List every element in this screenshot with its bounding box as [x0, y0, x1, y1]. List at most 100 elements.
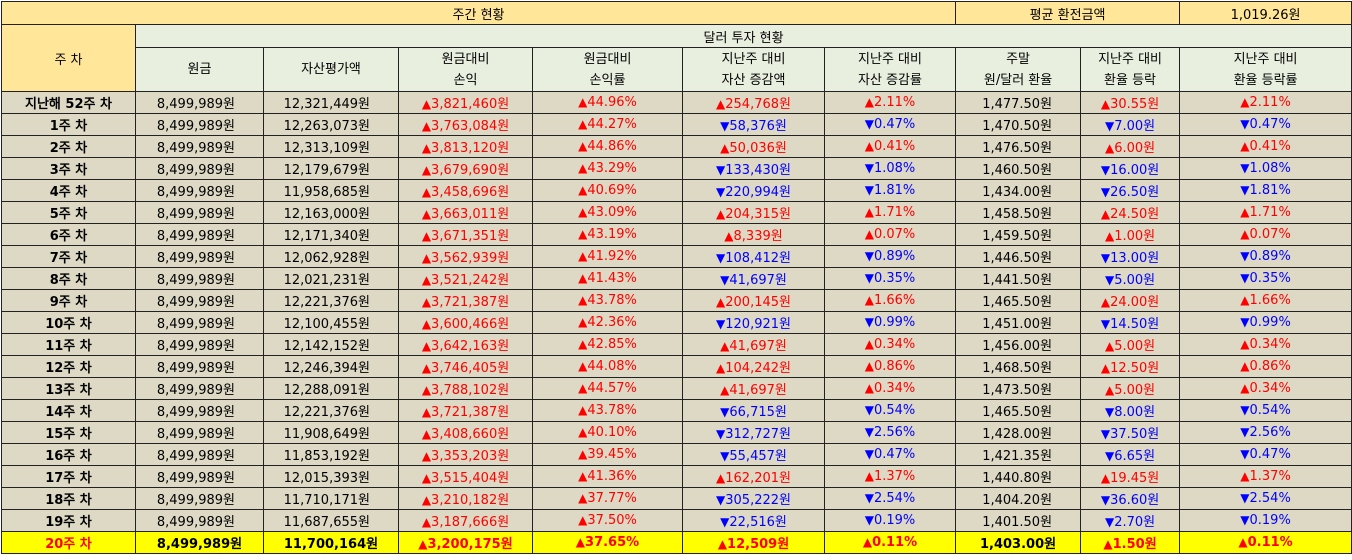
fx-change-cell[interactable]: ▼2.70원: [1080, 509, 1181, 532]
fx-change-rate-cell[interactable]: ▼0.35%: [1179, 267, 1352, 290]
asset-change-rate-cell[interactable]: ▲0.34%: [823, 333, 957, 356]
asset-change-cell[interactable]: ▼133,430원: [682, 157, 825, 180]
fx-change-cell[interactable]: ▲6.00원: [1080, 135, 1181, 158]
asset-change-cell[interactable]: ▲254,768원: [682, 91, 825, 114]
fx-change-rate-cell[interactable]: ▲2.11%: [1179, 91, 1352, 114]
valuation-cell[interactable]: 11,687,655원: [263, 509, 399, 532]
fx-change-rate-cell[interactable]: ▼2.54%: [1179, 487, 1352, 510]
exchange-rate-cell[interactable]: 1,451.00원: [955, 311, 1082, 334]
profit-loss-cell[interactable]: ▲3,353,203원: [398, 443, 533, 466]
profit-loss-rate-cell[interactable]: ▲44.96%: [532, 91, 683, 114]
asset-change-rate-cell[interactable]: ▼2.54%: [823, 487, 957, 510]
profit-loss-cell[interactable]: ▲3,721,387원: [398, 289, 533, 312]
asset-change-rate-cell[interactable]: ▲2.11%: [823, 91, 957, 114]
principal-cell[interactable]: 8,499,989원: [135, 399, 264, 422]
profit-loss-rate-cell[interactable]: ▲43.09%: [532, 201, 683, 224]
principal-cell[interactable]: 8,499,989원: [135, 179, 264, 202]
fx-change-rate-cell[interactable]: ▼0.89%: [1179, 245, 1352, 268]
valuation-cell[interactable]: 12,062,928원: [263, 245, 399, 268]
dollar-status-title[interactable]: 달러 투자 현황: [134, 24, 1352, 48]
column-header-5[interactable]: 지난주 대비 자산 증감액: [682, 47, 825, 92]
fx-change-cell[interactable]: ▲1.00원: [1080, 223, 1181, 246]
fx-change-rate-cell[interactable]: ▼0.47%: [1179, 443, 1352, 466]
profit-loss-rate-cell[interactable]: ▲42.36%: [532, 311, 683, 334]
column-header-9[interactable]: 지난주 대비 환율 등락률: [1179, 47, 1352, 92]
profit-loss-rate-cell[interactable]: ▲39.45%: [532, 443, 683, 466]
asset-change-cell[interactable]: ▲204,315원: [682, 201, 825, 224]
valuation-cell[interactable]: 11,958,685원: [263, 179, 399, 202]
valuation-cell[interactable]: 12,246,394원: [263, 355, 399, 378]
principal-cell[interactable]: 8,499,989원: [135, 113, 264, 136]
valuation-cell[interactable]: 11,710,171원: [263, 487, 399, 510]
exchange-rate-cell[interactable]: 1,460.50원: [955, 157, 1082, 180]
week-label-cell[interactable]: 11주 차: [1, 333, 136, 356]
fx-change-rate-cell[interactable]: ▼0.54%: [1179, 399, 1352, 422]
profit-loss-rate-cell[interactable]: ▲43.78%: [532, 399, 683, 422]
valuation-cell[interactable]: 12,313,109원: [263, 135, 399, 158]
profit-loss-cell[interactable]: ▲3,746,405원: [398, 355, 533, 378]
fx-change-rate-cell[interactable]: ▼1.81%: [1179, 179, 1352, 202]
valuation-cell[interactable]: 11,908,649원: [263, 421, 399, 444]
profit-loss-cell[interactable]: ▲3,788,102원: [398, 377, 533, 400]
profit-loss-rate-cell[interactable]: ▲37.65%: [532, 531, 683, 554]
profit-loss-rate-cell[interactable]: ▲37.50%: [532, 509, 683, 532]
asset-change-rate-cell[interactable]: ▼2.56%: [823, 421, 957, 444]
asset-change-rate-cell[interactable]: ▼0.47%: [823, 113, 957, 136]
principal-cell[interactable]: 8,499,989원: [135, 157, 264, 180]
profit-loss-cell[interactable]: ▲3,521,242원: [398, 267, 533, 290]
asset-change-rate-cell[interactable]: ▲0.07%: [823, 223, 957, 246]
principal-cell[interactable]: 8,499,989원: [135, 443, 264, 466]
valuation-cell[interactable]: 12,142,152원: [263, 333, 399, 356]
fx-change-cell[interactable]: ▲19.45원: [1080, 465, 1181, 488]
fx-change-rate-cell[interactable]: ▲0.41%: [1179, 135, 1352, 158]
fx-change-cell[interactable]: ▲5.00원: [1080, 333, 1181, 356]
fx-change-rate-cell[interactable]: ▼2.56%: [1179, 421, 1352, 444]
asset-change-cell[interactable]: ▼58,376원: [682, 113, 825, 136]
avg-exchange-value[interactable]: 1,019.26원: [1179, 1, 1352, 25]
week-label-cell[interactable]: 9주 차: [1, 289, 136, 312]
asset-change-cell[interactable]: ▼41,697원: [682, 267, 825, 290]
asset-change-rate-cell[interactable]: ▲1.66%: [823, 289, 957, 312]
fx-change-rate-cell[interactable]: ▼0.19%: [1179, 509, 1352, 532]
fx-change-rate-cell[interactable]: ▲1.71%: [1179, 201, 1352, 224]
fx-change-cell[interactable]: ▼16.00원: [1080, 157, 1181, 180]
profit-loss-rate-cell[interactable]: ▲44.86%: [532, 135, 683, 158]
column-header-1[interactable]: 원금: [135, 47, 264, 92]
asset-change-rate-cell[interactable]: ▲0.86%: [823, 355, 957, 378]
profit-loss-rate-cell[interactable]: ▲44.08%: [532, 355, 683, 378]
week-column-header[interactable]: 주 차: [1, 24, 136, 92]
fx-change-rate-cell[interactable]: ▲1.37%: [1179, 465, 1352, 488]
week-label-cell[interactable]: 18주 차: [1, 487, 136, 510]
exchange-rate-cell[interactable]: 1,428.00원: [955, 421, 1082, 444]
principal-cell[interactable]: 8,499,989원: [135, 91, 264, 114]
principal-cell[interactable]: 8,499,989원: [135, 333, 264, 356]
profit-loss-cell[interactable]: ▲3,458,696원: [398, 179, 533, 202]
exchange-rate-cell[interactable]: 1,470.50원: [955, 113, 1082, 136]
week-label-cell[interactable]: 17주 차: [1, 465, 136, 488]
fx-change-cell[interactable]: ▼6.65원: [1080, 443, 1181, 466]
fx-change-cell[interactable]: ▼5.00원: [1080, 267, 1181, 290]
asset-change-cell[interactable]: ▼66,715원: [682, 399, 825, 422]
week-label-cell[interactable]: 16주 차: [1, 443, 136, 466]
asset-change-rate-cell[interactable]: ▼1.08%: [823, 157, 957, 180]
fx-change-rate-cell[interactable]: ▼1.08%: [1179, 157, 1352, 180]
profit-loss-rate-cell[interactable]: ▲44.27%: [532, 113, 683, 136]
exchange-rate-cell[interactable]: 1,476.50원: [955, 135, 1082, 158]
profit-loss-cell[interactable]: ▲3,515,404원: [398, 465, 533, 488]
principal-cell[interactable]: 8,499,989원: [135, 135, 264, 158]
asset-change-cell[interactable]: ▲50,036원: [682, 135, 825, 158]
fx-change-cell[interactable]: ▼13.00원: [1080, 245, 1181, 268]
week-label-cell[interactable]: 10주 차: [1, 311, 136, 334]
exchange-rate-cell[interactable]: 1,434.00원: [955, 179, 1082, 202]
asset-change-cell[interactable]: ▲200,145원: [682, 289, 825, 312]
profit-loss-rate-cell[interactable]: ▲40.69%: [532, 179, 683, 202]
principal-cell[interactable]: 8,499,989원: [135, 509, 264, 532]
profit-loss-cell[interactable]: ▲3,408,660원: [398, 421, 533, 444]
week-label-cell[interactable]: 12주 차: [1, 355, 136, 378]
column-header-6[interactable]: 지난주 대비 자산 증감률: [823, 47, 957, 92]
fx-change-cell[interactable]: ▼37.50원: [1080, 421, 1181, 444]
exchange-rate-cell[interactable]: 1,441.50원: [955, 267, 1082, 290]
week-label-cell[interactable]: 7주 차: [1, 245, 136, 268]
exchange-rate-cell[interactable]: 1,459.50원: [955, 223, 1082, 246]
exchange-rate-cell[interactable]: 1,456.00원: [955, 333, 1082, 356]
